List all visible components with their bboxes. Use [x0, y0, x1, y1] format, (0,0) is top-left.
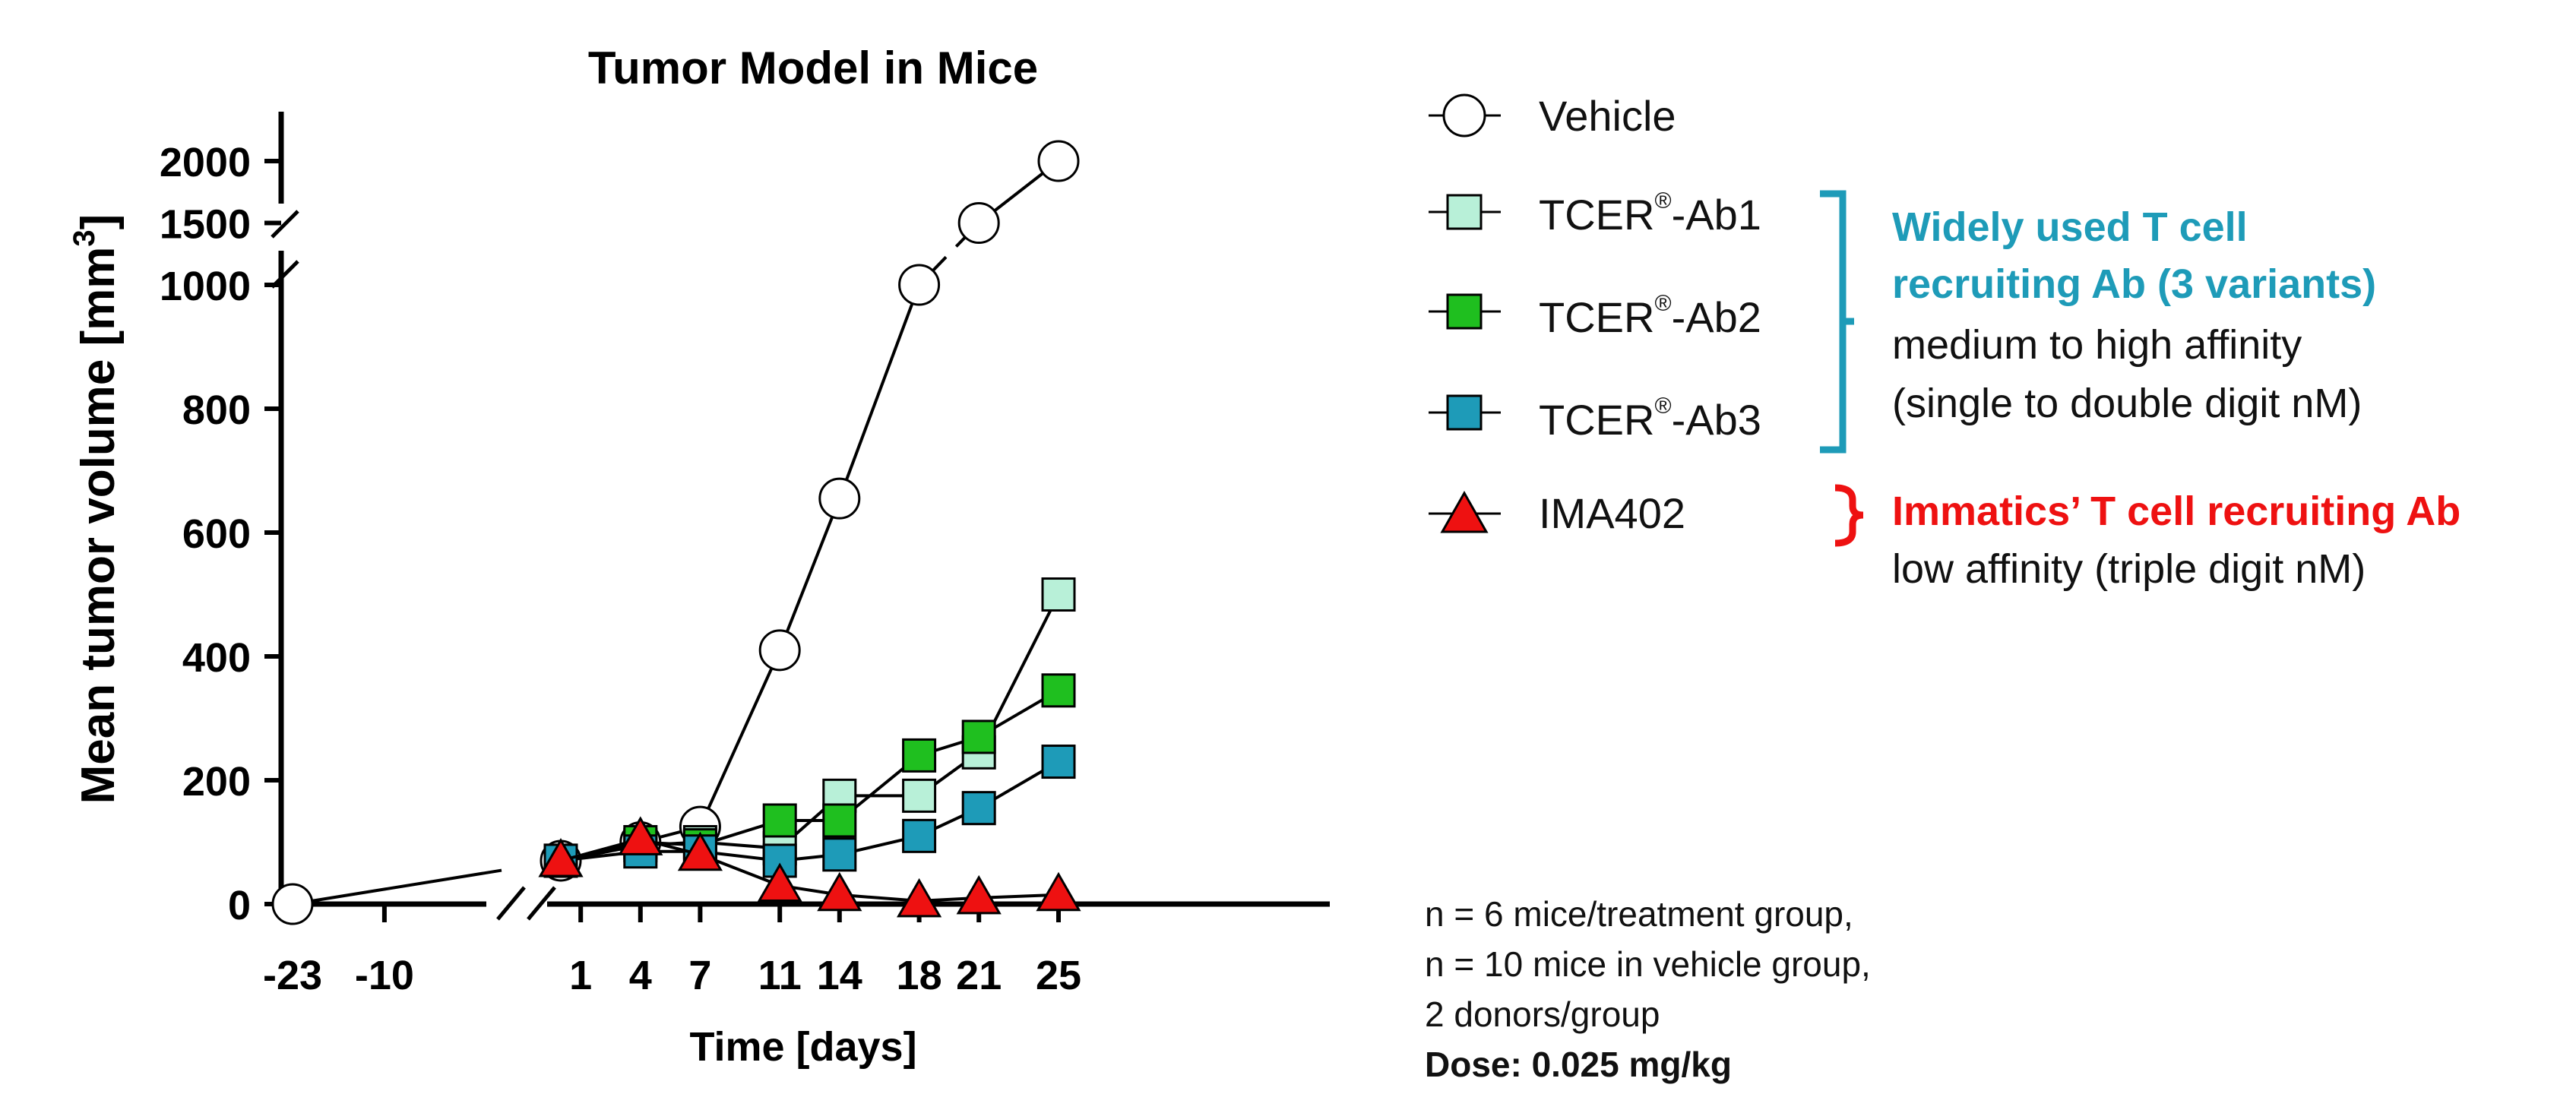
- x-tick-label-25: 25: [1036, 953, 1081, 998]
- legend-label-ab2: TCER®-Ab2: [1539, 291, 1761, 341]
- point-tcer-ab2-day-25: [1041, 673, 1076, 708]
- legend-marker-vehicle: [1442, 93, 1486, 138]
- point-ima402-day-7: [677, 831, 723, 871]
- point-vehicle-day-25: [1037, 140, 1080, 182]
- point-tcer-ab3-day-21: [961, 791, 996, 826]
- y-tick-label-2000: 2000: [160, 140, 251, 185]
- legend-label-ab3: TCER®-Ab3: [1539, 394, 1761, 444]
- legend: Vehicle TCER®-Ab1 TCER®-Ab2 TCER®-Ab3 IM: [1429, 92, 1761, 537]
- x-break-mark-left: [496, 886, 526, 921]
- legend-ab1: TCER®-Ab1: [1429, 188, 1761, 239]
- x-tick-label-18: 18: [897, 953, 942, 998]
- point-ima402-day-4: [618, 816, 663, 855]
- series-group: [271, 140, 1081, 925]
- legend-marker-ab3: [1446, 394, 1483, 431]
- point-tcer-ab3-day-18: [902, 818, 937, 853]
- y-tick-label-800: 800: [182, 387, 251, 433]
- x-axis-label: Time [days]: [689, 1024, 916, 1070]
- point-vehicle-day--23: [271, 883, 314, 925]
- x-tick-label-21: 21: [956, 953, 1002, 998]
- legend-marker-ab1: [1446, 194, 1483, 230]
- x-tick-label--10: -10: [355, 953, 414, 998]
- point-ima402-day-25: [1036, 871, 1081, 912]
- affinity-note-line1: medium to high affinity: [1892, 322, 2302, 368]
- legend-ab3: TCER®-Ab3: [1429, 394, 1761, 444]
- x-ticks: -23 -10 1 4 7 11 14 18 21 25: [263, 904, 1081, 998]
- teal-annotation-line1: Widely used T cell: [1892, 204, 2248, 250]
- point-ima402-day-18: [897, 877, 942, 918]
- legend-marker-ab2: [1446, 293, 1483, 330]
- series-line-segment: [292, 868, 502, 906]
- y-tick-label-600: 600: [182, 511, 251, 557]
- series-line-segment: [698, 650, 782, 827]
- point-tcer-ab1-day-18: [902, 778, 937, 813]
- legend-ima402: IMA402: [1429, 489, 1685, 537]
- x-tick-label-14: 14: [817, 953, 862, 998]
- low-affinity-note: low affinity (triple digit nM): [1892, 546, 2366, 592]
- red-curly-brace: [1834, 484, 1864, 547]
- study-note-line2: n = 10 mice in vehicle group,: [1425, 944, 1871, 984]
- red-annotation: Immatics’ T cell recruiting Ab: [1892, 489, 2461, 534]
- teal-bracket: [1820, 190, 1854, 454]
- x-break-mark-right: [527, 886, 556, 921]
- y-axis-label: Mean tumor volume [mm3]: [68, 214, 125, 805]
- point-tcer-ab2-day-14: [822, 803, 857, 838]
- x-tick-label--23: -23: [263, 953, 322, 998]
- x-tick-label-4: 4: [629, 953, 652, 998]
- legend-label-ima402: IMA402: [1539, 489, 1685, 537]
- study-note-line3: 2 donors/group: [1425, 994, 1660, 1034]
- series-vehicle: [271, 140, 1080, 925]
- teal-annotation-line2: recruiting Ab (3 variants): [1892, 261, 2377, 307]
- point-vehicle-day-14: [818, 477, 861, 520]
- y-tick-label-400: 400: [182, 635, 251, 681]
- point-ima402-day-0: [538, 837, 584, 877]
- legend-vehicle: Vehicle: [1429, 92, 1676, 140]
- y-break-mark-upper: [271, 210, 299, 239]
- point-ima402-day-21: [956, 874, 1002, 915]
- legend-ab2: TCER®-Ab2: [1429, 291, 1761, 341]
- point-vehicle-day-11: [758, 629, 801, 672]
- point-tcer-ab3-day-14: [822, 837, 857, 872]
- legend-label-vehicle: Vehicle: [1539, 92, 1676, 140]
- point-tcer-ab3-day-25: [1041, 745, 1076, 779]
- study-note-line1: n = 6 mice/treatment group,: [1425, 894, 1853, 934]
- x-tick-label-11: 11: [758, 953, 802, 998]
- affinity-note-line2: (single to double digit nM): [1892, 381, 2362, 426]
- axes: [271, 112, 1330, 921]
- y-tick-label-0: 0: [228, 883, 251, 928]
- point-tcer-ab2-day-21: [961, 719, 996, 754]
- y-tick-label-1000: 1000: [160, 264, 251, 309]
- legend-marker-ima402: [1440, 490, 1489, 533]
- point-tcer-ab2-day-18: [902, 738, 937, 773]
- point-ima402-day-11: [757, 862, 802, 903]
- x-tick-label-7: 7: [688, 953, 711, 998]
- chart-title: Tumor Model in Mice: [588, 43, 1038, 93]
- dose-note: Dose: 0.025 mg/kg: [1425, 1045, 1732, 1084]
- legend-label-ab1: TCER®-Ab1: [1539, 188, 1761, 239]
- point-tcer-ab1-day-25: [1041, 577, 1076, 612]
- x-tick-label-1: 1: [569, 953, 592, 998]
- series-ima402: [538, 816, 1081, 918]
- series-line-segment: [837, 284, 921, 499]
- series-line-segment: [778, 498, 841, 651]
- point-ima402-day-14: [817, 871, 862, 912]
- y-tick-label-1500: 1500: [160, 202, 251, 248]
- point-vehicle-day-21: [957, 202, 1000, 244]
- point-vehicle-day-18: [898, 264, 941, 306]
- y-tick-label-200: 200: [182, 759, 251, 805]
- point-tcer-ab2-day-11: [762, 803, 797, 838]
- y-ticks: 0 200 400 600 800 1000 1500 2000: [160, 140, 281, 928]
